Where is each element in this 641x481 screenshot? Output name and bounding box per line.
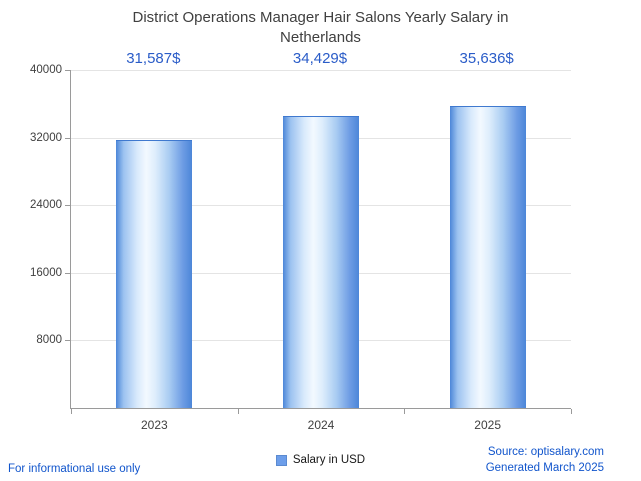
source-link[interactable]: Source: optisalary.com — [487, 445, 604, 458]
y-axis-tick — [65, 205, 70, 207]
y-axis-tick — [65, 70, 70, 71]
y-axis-tick — [65, 340, 70, 342]
y-axis-tick — [65, 272, 70, 274]
x-axis-label: 2024 — [307, 418, 335, 432]
y-axis-label: 8000 — [36, 334, 62, 347]
bar — [449, 105, 526, 408]
legend-swatch — [275, 454, 287, 466]
footer-source-block: Source: optisalary.com Generated March 2… — [486, 444, 604, 476]
x-axis-label: 2023 — [140, 418, 168, 432]
x-axis-tick — [571, 409, 572, 414]
y-axis-label: 16000 — [30, 266, 62, 279]
bar-value-label: 34,429$ — [292, 50, 348, 67]
legend-label: Salary in USD — [292, 454, 366, 466]
y-axis-label: 24000 — [30, 199, 62, 212]
generated-date: Generated March 2025 — [485, 461, 604, 474]
x-axis-tick — [237, 409, 239, 414]
x-axis-label: 2025 — [474, 418, 502, 432]
plot-area: 8000 16000 24000 32000 40000 2023 2024 2025 — [30, 64, 572, 432]
y-axis-tick — [65, 137, 70, 139]
bar-value-label: 35,636$ — [459, 50, 514, 67]
bar-value-labels: 31,587$ 34,429$ 35,636$ — [70, 50, 570, 70]
x-axis-tick — [71, 409, 72, 414]
y-axis-label: 32000 — [30, 131, 62, 144]
bar-value-label: 31,587$ — [126, 50, 181, 67]
bar — [116, 140, 193, 408]
legend-item[interactable]: Salary in USD — [0, 454, 641, 466]
x-axis-tick — [404, 409, 406, 414]
y-axis-label: 40000 — [30, 64, 62, 76]
bar — [283, 116, 359, 408]
footer-disclaimer: For informational use only — [8, 463, 141, 475]
chart-title: District Operations Manager Hair Salons … — [132, 9, 509, 46]
gridline — [71, 70, 571, 71]
